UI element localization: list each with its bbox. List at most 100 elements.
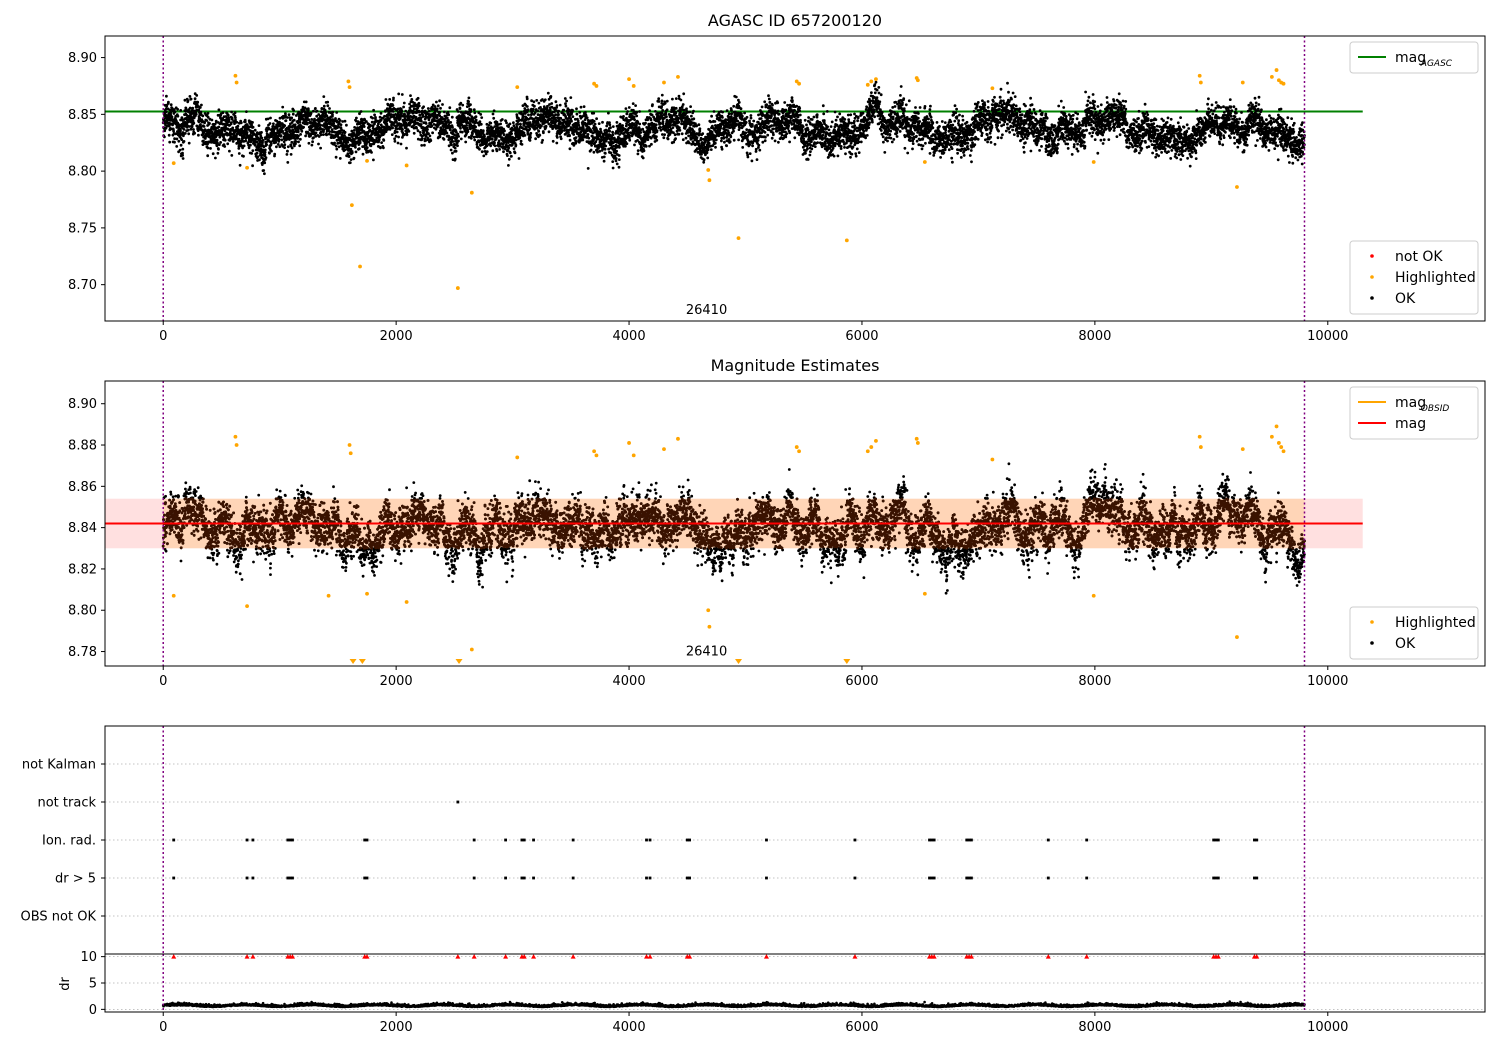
highlighted-point <box>1091 593 1096 598</box>
flag-point <box>504 838 508 842</box>
clipped-dr-marker <box>763 954 769 959</box>
legend-label: OK <box>1395 291 1416 307</box>
flag-point <box>288 876 292 880</box>
category-label: not Kalman <box>22 758 96 773</box>
x-tick-label: 0 <box>159 1020 167 1035</box>
flag-point <box>932 838 936 842</box>
x-tick-label: 0 <box>159 329 167 344</box>
highlighted-point <box>234 80 239 85</box>
x-tick-label: 0 <box>159 674 167 689</box>
flag-point <box>456 800 460 804</box>
flag-point <box>1212 876 1216 880</box>
highlighted-point <box>1240 80 1245 85</box>
flag-point <box>522 876 526 880</box>
out-of-range-marker <box>843 659 851 664</box>
highlighted-point <box>455 286 460 290</box>
ok-points-in-band <box>161 497 1306 550</box>
flag-point <box>685 838 689 842</box>
legend-label: OK <box>1395 636 1416 652</box>
highlighted-point <box>1281 449 1286 454</box>
clipped-dr-marker <box>171 954 177 959</box>
x-tick-label: 4000 <box>613 674 646 689</box>
flag-point <box>1214 876 1218 880</box>
y-tick-label: 8.82 <box>68 562 97 577</box>
flag-point <box>532 876 535 880</box>
highlighted-point <box>1240 447 1245 452</box>
highlighted-point <box>662 80 666 85</box>
clipped-dr-marker <box>521 954 527 959</box>
flag-point <box>1046 838 1050 842</box>
flag-point <box>970 838 973 842</box>
clipped-dr-marker <box>570 954 576 959</box>
highlighted-point <box>1197 73 1202 78</box>
flag-point <box>645 838 648 842</box>
highlighted-point <box>1281 81 1286 86</box>
highlighted-point <box>865 449 870 454</box>
panel2-axes-frame <box>104 380 1486 667</box>
y-tick-label: 10 <box>80 950 97 965</box>
flag-point <box>1216 876 1220 880</box>
flag-point <box>1214 838 1218 842</box>
clipped-dr-marker <box>1254 954 1260 959</box>
highlighted-point <box>794 445 799 449</box>
flag-point <box>965 876 969 880</box>
out-of-range-marker <box>358 659 366 664</box>
dr-axis-label: dr <box>58 977 73 991</box>
highlighted-point <box>365 591 369 596</box>
clipped-dr-marker <box>1045 954 1051 959</box>
x-tick-label: 6000 <box>845 1020 878 1035</box>
flag-point <box>965 838 969 842</box>
x-tick-label: 10000 <box>1307 1020 1348 1035</box>
legend-label: mag <box>1395 395 1426 411</box>
flag-point <box>286 876 290 880</box>
highlighted-point <box>1276 78 1281 83</box>
flag-point <box>1253 876 1256 880</box>
obsid-annotation: 26410 <box>686 303 727 318</box>
flag-point <box>571 876 575 880</box>
highlighted-point <box>990 86 995 91</box>
x-tick-label: 8000 <box>1078 674 1111 689</box>
x-tick-label: 10000 <box>1307 329 1348 344</box>
flag-point <box>251 838 255 842</box>
clipped-dr-marker <box>531 954 537 959</box>
highlighted-point <box>706 608 711 613</box>
highlighted-point <box>922 591 927 596</box>
highlighted-point <box>844 238 849 243</box>
flag-point <box>172 838 176 842</box>
legend-dot-swatch <box>1370 620 1374 624</box>
highlighted-point <box>1279 445 1284 449</box>
x-tick-label: 4000 <box>613 329 646 344</box>
highlighted-point <box>358 264 362 269</box>
clipped-dr-marker <box>968 954 974 959</box>
flag-point <box>1253 838 1256 842</box>
highlighted-point <box>346 79 351 84</box>
flag-point <box>532 838 535 842</box>
highlighted-point <box>245 165 249 170</box>
flag-point <box>685 876 689 880</box>
flag-point <box>1085 876 1089 880</box>
highlighted-point <box>1235 185 1239 189</box>
flag-point <box>928 838 931 842</box>
flag-point <box>967 876 971 880</box>
x-tick-label: 4000 <box>613 1020 646 1035</box>
legend-box <box>1349 606 1479 660</box>
legend-label-subscript: AGASC <box>1420 59 1453 69</box>
highlighted-point <box>707 624 712 629</box>
legend-label-subscript: OBSID <box>1421 404 1450 414</box>
highlighted-point <box>515 85 520 89</box>
highlighted-point <box>706 168 711 172</box>
highlighted-point <box>865 82 870 87</box>
highlighted-point <box>404 600 409 604</box>
y-tick-label: 8.86 <box>68 480 97 495</box>
dr-points <box>161 1000 1306 1009</box>
highlighted-point <box>676 74 680 79</box>
obsid-annotation: 26410 <box>686 645 727 660</box>
flag-point <box>522 838 526 842</box>
highlighted-point <box>627 441 631 445</box>
flag-point <box>1085 838 1089 842</box>
clipped-dr-marker <box>503 954 509 959</box>
clipped-dr-marker <box>931 954 937 959</box>
highlighted-point <box>794 79 799 84</box>
highlighted-point <box>592 81 597 86</box>
highlighted-point <box>348 451 353 456</box>
